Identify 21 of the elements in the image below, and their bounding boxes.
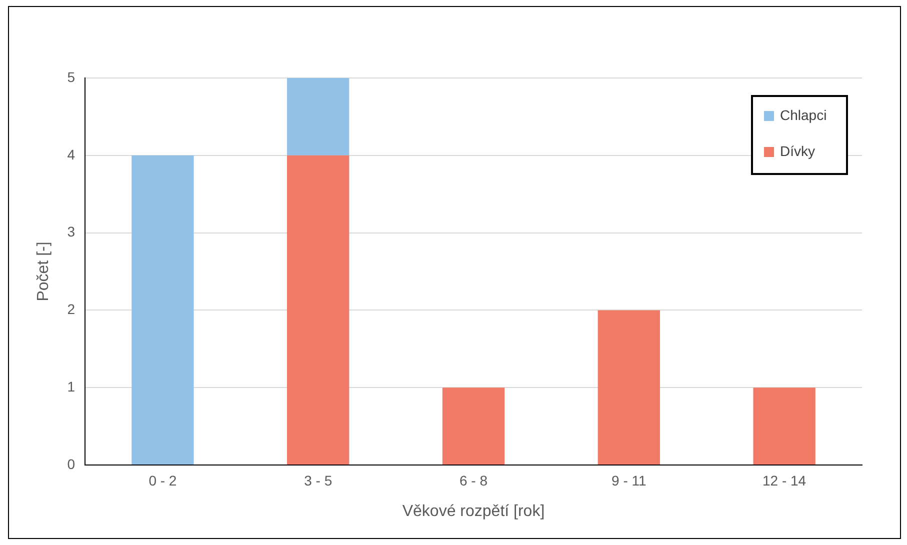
bar (132, 155, 194, 464)
y-tick-label: 4 (67, 146, 76, 162)
y-tick-label: 5 (67, 68, 76, 85)
legend-label: Dívky (780, 142, 815, 159)
x-tick-label: 3 - 5 (304, 472, 332, 488)
x-axis-title: Věkové rozpětí [rok] (402, 502, 545, 520)
x-tick-label: 9 - 11 (612, 472, 646, 488)
x-tick-label: 6 - 8 (459, 472, 488, 488)
legend-label: Chlapci (780, 106, 827, 123)
bar (442, 388, 505, 464)
y-axis-title: Počet [-] (35, 242, 52, 302)
y-tick-label: 3 (67, 224, 76, 240)
bar (287, 78, 350, 156)
y-tick-label: 2 (67, 301, 76, 318)
bar (753, 388, 816, 464)
bar (287, 155, 350, 464)
y-tick-label: 0 (67, 456, 76, 472)
bar (598, 310, 660, 464)
x-tick-label: 0 - 2 (148, 472, 177, 488)
y-tick-label: 1 (67, 378, 76, 394)
x-tick-label: 12 - 14 (762, 472, 806, 488)
